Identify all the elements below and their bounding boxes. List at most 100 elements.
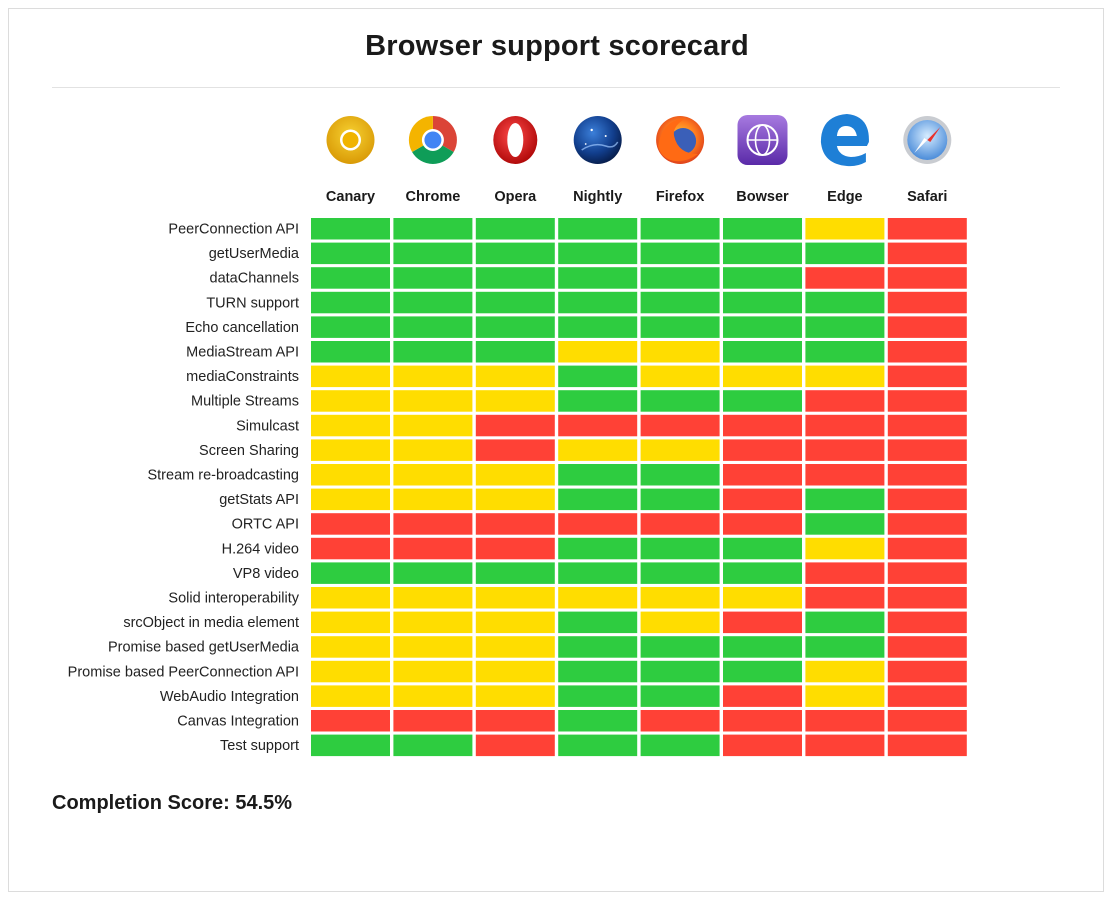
score-cell [805, 513, 885, 535]
firefox-icon [656, 116, 705, 164]
score-cell [723, 537, 802, 560]
column-header: Bowser [736, 189, 789, 205]
score-cell [393, 242, 473, 265]
firefox-nightly-icon [573, 116, 622, 164]
row-label: Stream re-broadcasting [147, 468, 299, 484]
score-cell [887, 611, 967, 634]
score-cell [311, 365, 390, 388]
row-label: VP8 video [233, 566, 299, 582]
score-cell [558, 390, 638, 412]
score-cell [640, 414, 720, 437]
score-cell [805, 291, 885, 314]
score-cell [640, 267, 720, 289]
bowser-icon [737, 115, 788, 165]
score-cell [640, 685, 720, 707]
score-cell [475, 464, 555, 486]
score-cell [887, 242, 967, 265]
score-cell [805, 537, 885, 560]
divider [52, 87, 1060, 88]
score-cell [805, 710, 885, 732]
score-cell [723, 660, 802, 683]
score-cell [311, 242, 390, 265]
row-label: Test support [220, 738, 299, 754]
score-cell [723, 562, 802, 584]
score-cell [805, 267, 885, 289]
score-cell [558, 439, 638, 461]
score-cell [887, 488, 967, 511]
opera-icon [493, 116, 538, 164]
score-cell [805, 660, 885, 683]
score-cell [311, 267, 390, 289]
completion-score: Completion Score: 54.5% [52, 792, 293, 814]
score-cell [640, 636, 720, 658]
score-cell [558, 316, 638, 338]
score-cell [393, 685, 473, 707]
score-cell [887, 414, 967, 437]
score-cell [723, 464, 802, 486]
score-cell [887, 365, 967, 388]
score-cell [393, 587, 473, 609]
score-cell [887, 316, 967, 338]
score-cell [558, 218, 638, 240]
score-cell [393, 537, 473, 560]
chrome-icon [408, 115, 457, 165]
score-cell [393, 513, 473, 535]
score-cell [311, 660, 390, 683]
score-cell [311, 537, 390, 560]
score-cell [475, 439, 555, 461]
score-cell [640, 537, 720, 560]
score-cell [640, 365, 720, 388]
score-cell [723, 710, 802, 732]
score-cell [640, 316, 720, 338]
score-cell [887, 562, 967, 584]
score-cell [887, 267, 967, 289]
score-cell [887, 513, 967, 535]
row-label: srcObject in media element [123, 615, 299, 631]
score-cell [640, 464, 720, 486]
page-title: Browser support scorecard [365, 30, 749, 62]
score-cell [393, 439, 473, 461]
row-label: TURN support [206, 295, 299, 311]
score-cell [475, 218, 555, 240]
score-cell [393, 660, 473, 683]
score-cell [887, 218, 967, 240]
score-cell [393, 390, 473, 412]
row-label: Multiple Streams [191, 394, 299, 410]
score-cell [887, 464, 967, 486]
score-cell [475, 710, 555, 732]
score-cell [311, 390, 390, 412]
score-cell [805, 562, 885, 584]
score-cell [558, 710, 638, 732]
score-cell [558, 636, 638, 658]
score-cell [558, 513, 638, 535]
score-cell [723, 365, 802, 388]
score-cell [558, 291, 638, 314]
score-cell [475, 291, 555, 314]
score-cell [805, 242, 885, 265]
score-cell [393, 414, 473, 437]
column-header: Chrome [406, 189, 461, 205]
score-cell [805, 341, 885, 363]
score-cell [475, 242, 555, 265]
score-cell [558, 562, 638, 584]
score-cell [558, 464, 638, 486]
score-cell [393, 365, 473, 388]
score-cell [558, 488, 638, 511]
score-cell [805, 636, 885, 658]
score-cell [640, 660, 720, 683]
score-cell [475, 267, 555, 289]
score-cell [475, 488, 555, 511]
score-cell [640, 734, 720, 757]
score-cell [723, 685, 802, 707]
score-cell [723, 414, 802, 437]
row-label: Canvas Integration [177, 714, 299, 730]
score-cell [393, 291, 473, 314]
score-cell [393, 341, 473, 363]
score-cell [805, 587, 885, 609]
row-label: mediaConstraints [186, 369, 299, 385]
score-cell [311, 710, 390, 732]
score-cell [311, 488, 390, 511]
score-cell [887, 660, 967, 683]
row-label: PeerConnection API [168, 222, 299, 238]
chrome-canary-icon [326, 116, 375, 164]
